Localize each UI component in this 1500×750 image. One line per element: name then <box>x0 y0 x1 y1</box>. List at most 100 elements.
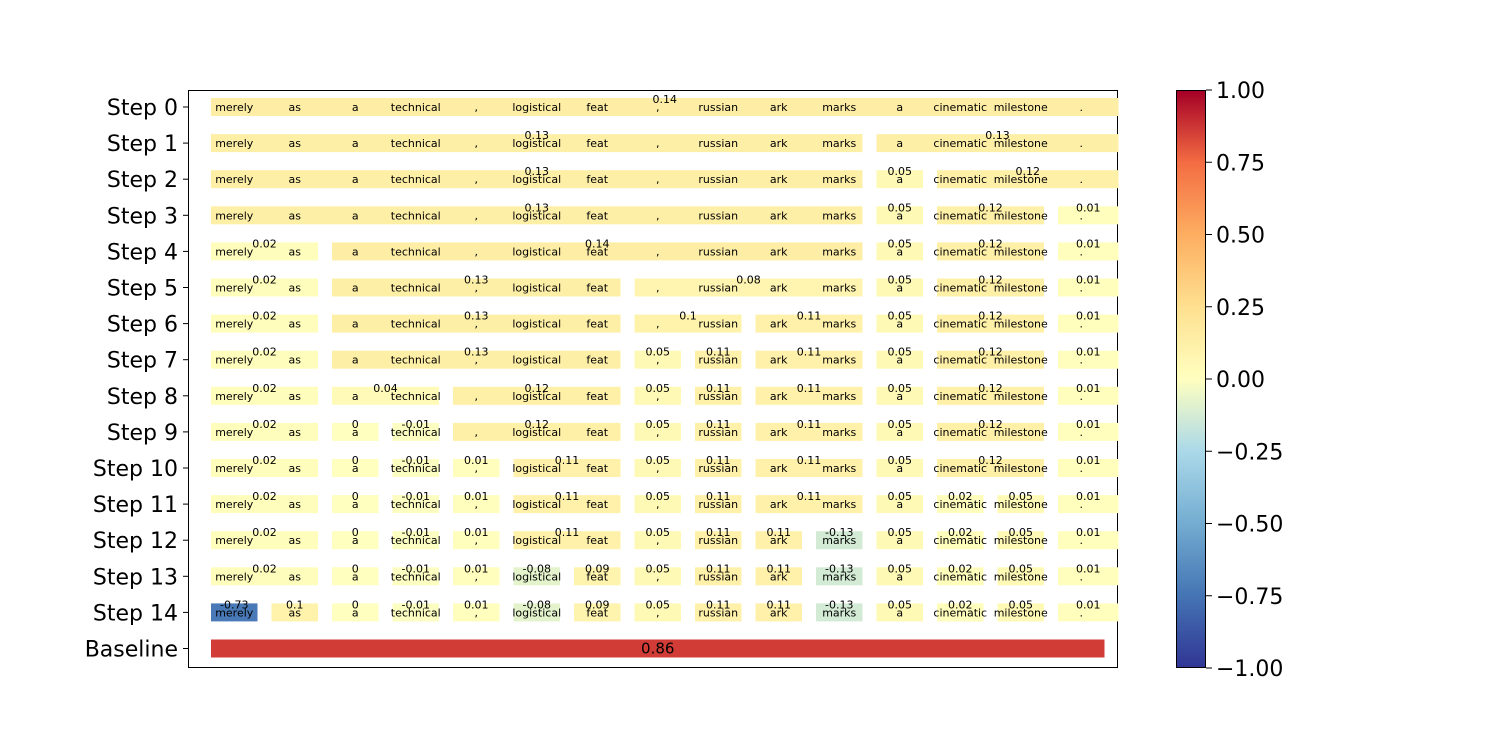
token-label: cinematic <box>933 354 987 367</box>
colorbar <box>1176 90 1206 668</box>
span-value-label: 0.05 <box>1009 562 1034 575</box>
span-value-label: 0.01 <box>464 562 489 575</box>
span-value-label: 0.09 <box>585 598 610 611</box>
span-value-label: 0.05 <box>888 382 913 395</box>
span-cell <box>453 603 500 622</box>
token-label: ark <box>770 354 788 367</box>
span-cell <box>695 350 742 369</box>
span-cell <box>211 495 318 514</box>
token-label: cinematic <box>933 426 987 439</box>
span-value-label: 0.1 <box>679 310 697 323</box>
span-value-label: 0.11 <box>797 310 822 323</box>
token-label: , <box>475 318 479 331</box>
token-label: milestone <box>994 606 1048 619</box>
token-label: ark <box>770 606 788 619</box>
span-cell <box>937 278 1044 297</box>
span-value-label: 0.12 <box>978 346 1003 359</box>
span-cell <box>332 495 379 514</box>
token-label: , <box>656 390 660 403</box>
token-label: a <box>896 354 903 367</box>
span-value-label: 0.01 <box>1076 346 1101 359</box>
token-label: a <box>896 245 903 258</box>
span-value-label: 0.12 <box>978 454 1003 467</box>
span-value-label: 0.11 <box>555 526 580 539</box>
span-cell <box>211 134 863 153</box>
span-value-label: 0 <box>352 418 359 431</box>
token-label: feat <box>586 318 608 331</box>
token-label: , <box>475 245 479 258</box>
span-cell <box>513 459 621 477</box>
span-value-label: 0.11 <box>767 562 792 575</box>
span-cell <box>332 350 621 369</box>
token-label: a <box>896 173 903 186</box>
span-cell <box>634 350 681 369</box>
token-label: , <box>656 209 660 222</box>
span-value-label: 0.05 <box>888 418 913 431</box>
span-value-label: 0.13 <box>464 310 489 323</box>
token-label: feat <box>586 390 608 403</box>
span-value-label: 0.11 <box>797 490 822 503</box>
span-cell <box>937 567 984 586</box>
span-value-label: 0.11 <box>706 562 731 575</box>
token-label: feat <box>586 137 608 150</box>
span-cell <box>332 386 439 405</box>
span-cell <box>695 495 742 514</box>
span-value-label: 0.04 <box>373 382 398 395</box>
span-value-label: -0.01 <box>402 454 430 467</box>
token-label: a <box>896 137 903 150</box>
span-cell <box>332 314 621 333</box>
span-value-label: 0.05 <box>646 346 671 359</box>
token-label: . <box>1080 606 1084 619</box>
token-label: , <box>656 101 660 114</box>
token-label: russian <box>698 498 738 511</box>
row-label: Step 5 <box>107 277 178 302</box>
token-label: feat <box>586 282 608 295</box>
token-label: a <box>352 462 359 475</box>
span-value-label: 0.12 <box>978 310 1003 323</box>
span-cell <box>634 422 681 441</box>
token-label: . <box>1080 137 1084 150</box>
token-label: merely <box>215 534 254 547</box>
span-cell <box>634 459 681 477</box>
span-value-label: -0.08 <box>523 562 551 575</box>
token-label: feat <box>586 209 608 222</box>
token-label: russian <box>698 462 738 475</box>
span-cell <box>634 495 681 514</box>
span-cell <box>1058 495 1119 514</box>
token-label: russian <box>698 318 738 331</box>
token-label: merely <box>215 173 254 186</box>
token-label: technical <box>391 209 441 222</box>
token-label: a <box>896 426 903 439</box>
token-label: a <box>352 390 359 403</box>
span-value-label: 0.02 <box>252 346 277 359</box>
span-value-label: 0.05 <box>888 274 913 287</box>
span-value-label: 0.01 <box>1076 490 1101 503</box>
row-label: Step 9 <box>107 421 178 446</box>
span-cell <box>876 314 923 333</box>
token-label: merely <box>215 570 254 583</box>
row-label: Step 6 <box>107 313 178 338</box>
span-cell <box>816 531 863 550</box>
span-value-label: 0.01 <box>1076 562 1101 575</box>
row-label: Step 3 <box>107 204 178 229</box>
span-cell <box>755 567 802 586</box>
span-cell <box>876 242 923 261</box>
row-label: Step 14 <box>93 601 178 626</box>
token-label: cinematic <box>933 101 987 114</box>
row-label: Step 13 <box>93 565 178 590</box>
span-value-label: 0.05 <box>888 598 913 611</box>
token-label: a <box>352 570 359 583</box>
span-cell <box>876 603 923 622</box>
span-value-label: 0.01 <box>1076 237 1101 250</box>
token-label: russian <box>698 354 738 367</box>
row-label: Step 8 <box>107 385 178 410</box>
span-cell <box>211 242 318 261</box>
token-label: ark <box>770 137 788 150</box>
token-label: feat <box>586 462 608 475</box>
token-label: a <box>896 498 903 511</box>
token-label: merely <box>215 606 254 619</box>
span-cell <box>1058 386 1119 405</box>
token-label: russian <box>698 534 738 547</box>
span-cell <box>876 422 923 441</box>
token-label: russian <box>698 209 738 222</box>
